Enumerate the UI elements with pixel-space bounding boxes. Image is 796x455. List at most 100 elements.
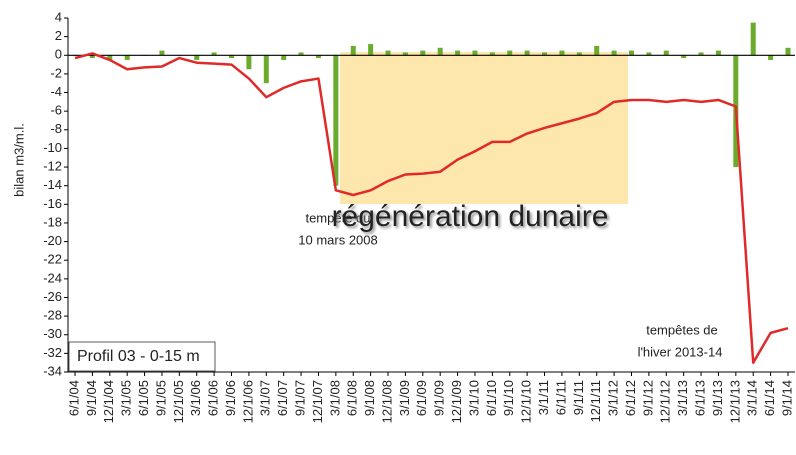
x-tick-label: 9/1/12 — [640, 380, 655, 416]
y-tick-label: -2 — [50, 65, 62, 80]
x-tick-label: 6/1/11 — [553, 380, 568, 415]
x-tick-label: 12/1/09 — [449, 380, 464, 423]
y-tick-label: -18 — [43, 214, 62, 229]
y-tick-label: -8 — [50, 121, 62, 136]
y-tick-label: -32 — [43, 345, 62, 360]
y-tick-label: -10 — [43, 140, 62, 155]
x-tick-label: 12/1/06 — [240, 380, 255, 423]
bar — [542, 52, 548, 56]
bar — [628, 50, 634, 56]
y-tick-label: -6 — [50, 103, 62, 118]
bar — [124, 55, 130, 60]
bar — [663, 50, 669, 56]
x-tick-label: 9/1/10 — [501, 380, 516, 416]
bar — [524, 50, 530, 56]
profile-label: Profil 03 - 0-15 m — [77, 348, 200, 365]
x-tick-label: 12/1/12 — [658, 380, 673, 423]
bar — [402, 52, 408, 56]
x-tick-label: 12/1/04 — [101, 380, 116, 423]
y-tick-label: -22 — [43, 252, 62, 267]
x-tick-label: 6/1/14 — [762, 380, 777, 416]
bar — [350, 45, 356, 56]
bar — [385, 50, 391, 56]
x-tick-label: 9/1/14 — [779, 380, 794, 416]
bar — [420, 50, 426, 56]
y-tick-label: 4 — [55, 9, 62, 24]
y-tick-label: 0 — [55, 47, 62, 62]
bar — [368, 44, 374, 56]
highlight-band — [340, 52, 628, 204]
y-tick-label: -20 — [43, 233, 62, 248]
x-tick-label: 3/1/12 — [606, 380, 621, 416]
x-tick-label: 9/1/04 — [84, 380, 99, 416]
x-tick-label: 9/1/13 — [710, 380, 725, 416]
bar — [263, 55, 269, 84]
bar — [298, 52, 304, 56]
bar — [489, 52, 495, 56]
bar — [750, 22, 756, 56]
bar — [281, 55, 287, 60]
x-tick-label: 6/1/08 — [345, 380, 360, 416]
x-tick-label: 3/1/09 — [397, 380, 412, 416]
bar — [594, 45, 600, 56]
y-tick-label: -12 — [43, 158, 62, 173]
x-tick-label: 12/1/08 — [379, 380, 394, 423]
x-tick-label: 6/1/09 — [414, 380, 429, 416]
x-tick-label: 3/1/13 — [675, 380, 690, 416]
bar — [698, 52, 704, 56]
bar — [768, 55, 774, 60]
x-tick-label: 6/1/05 — [136, 380, 151, 416]
x-tick-label: 3/1/14 — [745, 380, 760, 416]
y-tick-label: -26 — [43, 289, 62, 304]
x-tick-label: 6/1/12 — [623, 380, 638, 416]
bar — [576, 52, 582, 56]
x-tick-label: 12/1/11 — [588, 380, 603, 422]
highlight-label: régénération dunaire — [332, 200, 609, 233]
y-tick-label: -30 — [43, 326, 62, 341]
x-tick-label: 9/1/06 — [223, 380, 238, 416]
annotation: tempête du — [305, 210, 370, 225]
bar — [315, 55, 321, 59]
y-tick-label: 2 — [55, 28, 62, 43]
bar — [611, 50, 617, 56]
bar — [333, 55, 339, 186]
x-tick-label: 3/1/11 — [536, 380, 551, 415]
y-tick-label: -28 — [43, 308, 62, 323]
x-tick-label: 3/1/07 — [258, 380, 273, 416]
y-tick-label: -16 — [43, 196, 62, 211]
annotation: l'hiver 2013-14 — [638, 344, 723, 359]
x-tick-label: 3/1/10 — [466, 380, 481, 416]
bar — [229, 55, 235, 59]
x-tick-label: 9/1/08 — [362, 380, 377, 416]
x-tick-label: 6/1/07 — [275, 380, 290, 416]
x-tick-label: 12/1/10 — [519, 380, 534, 423]
bar — [194, 55, 200, 60]
y-tick-label: -34 — [43, 363, 62, 378]
bar — [646, 52, 652, 56]
profile-box — [68, 341, 216, 372]
annotation: 10 mars 2008 — [298, 232, 378, 247]
x-tick-label: 6/1/06 — [206, 380, 221, 416]
x-tick-label: 9/1/05 — [153, 380, 168, 416]
bar — [107, 55, 113, 60]
y-tick-label: -14 — [43, 177, 62, 192]
x-tick-label: 3/1/06 — [188, 380, 203, 416]
y-tick-label: -4 — [50, 84, 62, 99]
x-tick-label: 6/1/04 — [66, 380, 81, 416]
x-tick-label: 3/1/08 — [327, 380, 342, 416]
bar — [437, 47, 443, 56]
x-tick-label: 12/1/07 — [310, 380, 325, 423]
x-tick-label: 12/1/13 — [727, 380, 742, 423]
annotation: tempêtes de — [646, 322, 718, 337]
bar — [785, 47, 791, 56]
x-tick-label: 3/1/05 — [119, 380, 134, 416]
bar — [559, 50, 565, 56]
x-tick-label: 9/1/07 — [293, 380, 308, 416]
bar — [455, 50, 461, 56]
x-tick-label: 12/1/05 — [171, 380, 186, 423]
bar — [211, 52, 217, 56]
x-tick-label: 9/1/09 — [432, 380, 447, 416]
bar — [715, 50, 721, 56]
bar — [681, 55, 687, 59]
